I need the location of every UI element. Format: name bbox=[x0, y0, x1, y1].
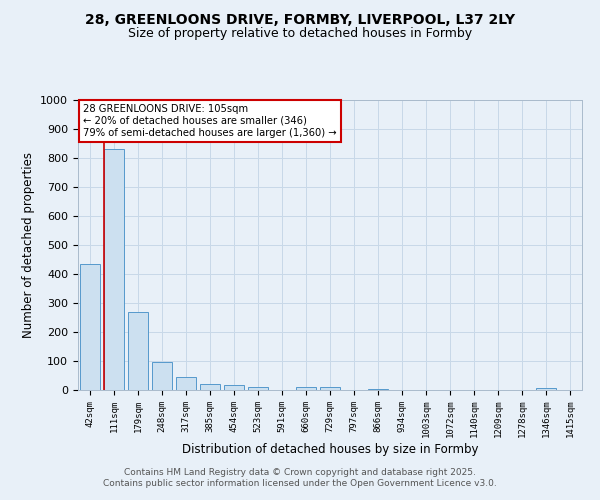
Bar bbox=[224, 386, 244, 390]
Bar bbox=[80, 264, 100, 390]
Bar bbox=[536, 388, 556, 390]
Bar bbox=[368, 389, 388, 390]
X-axis label: Distribution of detached houses by size in Formby: Distribution of detached houses by size … bbox=[182, 443, 478, 456]
Bar bbox=[128, 312, 148, 390]
Bar bbox=[320, 388, 340, 390]
Y-axis label: Number of detached properties: Number of detached properties bbox=[22, 152, 35, 338]
Bar bbox=[104, 150, 124, 390]
Bar bbox=[200, 384, 220, 390]
Bar bbox=[176, 377, 196, 390]
Bar bbox=[248, 388, 268, 390]
Text: 28, GREENLOONS DRIVE, FORMBY, LIVERPOOL, L37 2LY: 28, GREENLOONS DRIVE, FORMBY, LIVERPOOL,… bbox=[85, 12, 515, 26]
Text: Size of property relative to detached houses in Formby: Size of property relative to detached ho… bbox=[128, 28, 472, 40]
Bar bbox=[296, 387, 316, 390]
Text: 28 GREENLOONS DRIVE: 105sqm
← 20% of detached houses are smaller (346)
79% of se: 28 GREENLOONS DRIVE: 105sqm ← 20% of det… bbox=[83, 104, 337, 138]
Bar bbox=[152, 362, 172, 390]
Text: Contains HM Land Registry data © Crown copyright and database right 2025.
Contai: Contains HM Land Registry data © Crown c… bbox=[103, 468, 497, 487]
